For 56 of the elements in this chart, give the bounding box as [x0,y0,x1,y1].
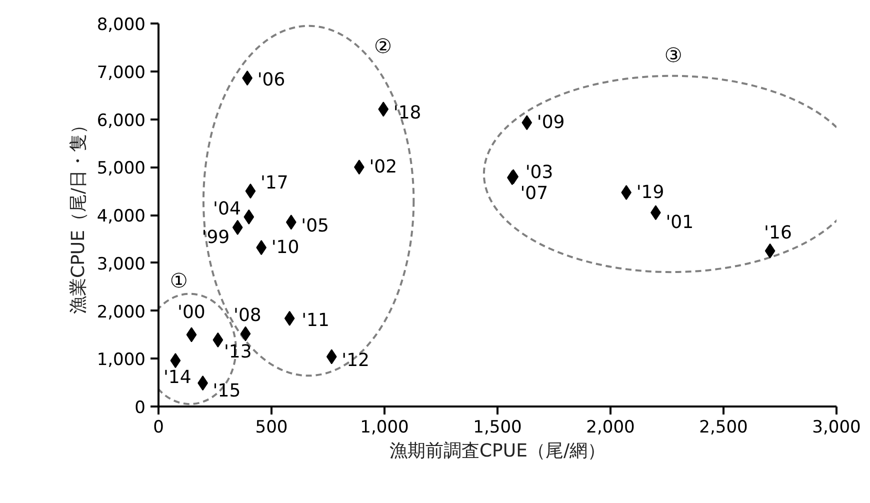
point [186,327,197,342]
x-tick-label: 2,500 [699,418,748,438]
series-label: '13 [224,341,252,362]
x-tick-label: 1,000 [360,418,409,438]
point [244,209,254,224]
series-label: '07 [520,183,548,204]
point [232,220,243,235]
point [764,243,776,258]
point [522,115,532,130]
series-label: '01 [666,212,694,234]
series-label: '03 [525,162,554,184]
x-tick-label: 3,000 [812,418,861,438]
point [212,332,224,348]
series-label: '04 [213,198,241,220]
series-label: '99 [202,226,230,248]
point [286,214,296,230]
y-tick-label: 2,000 [96,302,146,322]
y-tick-label: 7,000 [96,62,146,83]
annotation: ② [374,34,392,58]
y-tick-label: 4,000 [96,206,146,226]
series-label: '10 [271,237,300,258]
point [378,102,389,117]
y-tick-label: 5,000 [96,158,146,179]
x-axis-title: 漁期前調査CPUE（尾/網） [389,440,606,462]
y-tick-label: 1,000 [96,350,146,370]
y-tick-label: 0 [134,398,146,418]
y-axis-title: 漁業CPUE（尾/日・隻） [68,116,89,314]
series-label: '05 [301,216,330,237]
series-label: '15 [212,380,241,402]
x-tick-label: 500 [255,418,288,438]
point [284,310,295,326]
series-label: '17 [260,172,288,194]
x-tick-label: 1,500 [473,418,522,438]
series-label: '11 [302,310,330,331]
x-tick-label: 2,000 [586,418,635,438]
series-label: '02 [369,156,398,178]
point [240,326,251,342]
annotation: ① [170,268,188,292]
series-label: '19 [636,182,664,203]
x-tick-label: 0 [153,418,164,438]
series-label: '08 [234,305,262,326]
series-label: '00 [177,302,206,324]
series-label: '12 [342,350,370,372]
series-label: '14 [163,367,192,388]
point [621,185,632,200]
y-tick-label: 8,000 [96,15,146,35]
series-label: '18 [393,102,422,124]
point [170,353,181,368]
annotation: ③ [664,42,682,67]
series-label: '09 [536,112,565,134]
point [245,184,256,199]
series-label: '06 [257,70,286,91]
point [326,349,337,364]
y-tick-label: 6,000 [96,110,146,131]
y-tick-label: 3,000 [96,254,146,274]
series-label: '16 [764,222,792,244]
